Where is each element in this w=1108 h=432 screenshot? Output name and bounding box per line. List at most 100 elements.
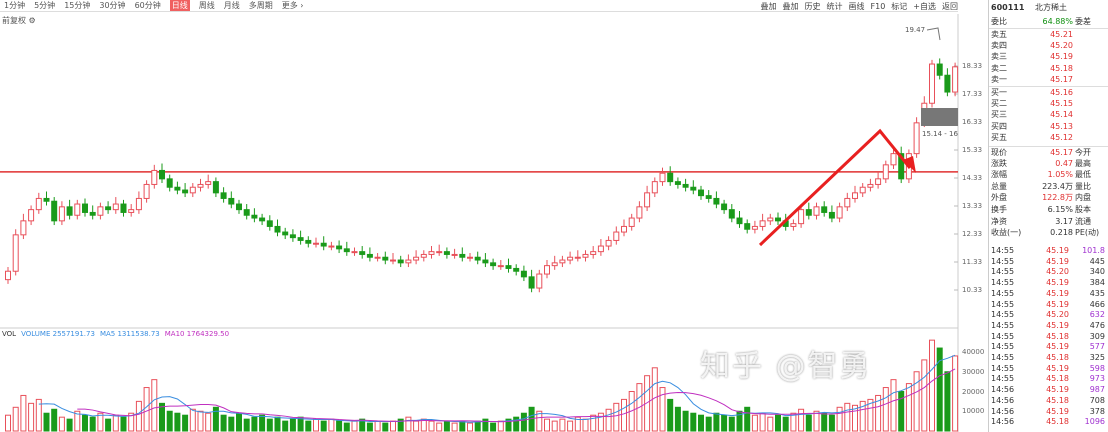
period-tab[interactable]: 1分钟 <box>4 1 26 10</box>
period-tab[interactable]: 60分钟 <box>134 1 161 10</box>
volume-bar <box>405 416 412 432</box>
candle <box>490 262 497 267</box>
trade-row: 14:56 45.19 987 <box>989 385 1108 395</box>
toolbar-button[interactable]: 历史 <box>804 1 821 11</box>
toolbar-button[interactable]: 叠加 <box>760 1 777 11</box>
quote-label-right: 最高 <box>1075 158 1091 168</box>
candle <box>35 197 42 211</box>
volume-bar <box>890 379 897 432</box>
quote-value: 45.17 <box>1050 75 1073 85</box>
quote-label-right: 股本 <box>1075 205 1091 214</box>
trade-price: 45.19 <box>1046 288 1069 298</box>
candle <box>651 181 658 194</box>
volume-bar <box>821 412 828 432</box>
period-tab[interactable]: 多周期 <box>248 1 273 10</box>
quote-label-right: 最低 <box>1075 170 1091 180</box>
trade-volume: 708 <box>1089 395 1105 405</box>
high-label: 19.47 <box>905 26 925 34</box>
candle <box>197 183 204 188</box>
quote-row: 卖一 45.17 <box>989 74 1108 85</box>
period-tab[interactable]: 更多 › <box>281 1 304 10</box>
volume-bar <box>936 347 943 432</box>
volume-bar <box>151 379 158 432</box>
quote-label: 买一 <box>991 88 1007 97</box>
candle <box>397 259 404 264</box>
vol-tick-label: 20000 <box>962 387 985 396</box>
quote-value: 45.16 <box>1050 88 1073 97</box>
volume-bar <box>74 410 81 432</box>
trade-row: 14:55 45.19 476 <box>989 321 1108 331</box>
quote-label: 总量 <box>991 181 1007 191</box>
period-tab[interactable]: 15分钟 <box>64 1 91 10</box>
volume-bar <box>374 420 381 432</box>
period-tab[interactable]: 周线 <box>198 1 215 10</box>
quote-value: 64.88% <box>1042 17 1073 26</box>
candle <box>705 195 712 199</box>
volume-bar <box>467 422 473 432</box>
candle <box>520 270 527 278</box>
candle <box>536 273 543 289</box>
trade-volume: 466 <box>1089 299 1105 309</box>
trade-time: 14:55 <box>991 278 1015 288</box>
period-tab[interactable]: 月线 <box>223 1 240 10</box>
toolbar-button[interactable]: 标记 <box>891 1 908 11</box>
trade-price: 45.19 <box>1046 320 1069 330</box>
candle <box>135 197 142 211</box>
volume-bar <box>536 410 543 432</box>
quote-label: 买五 <box>991 133 1007 143</box>
quote-label: 外盘 <box>991 193 1007 203</box>
candle <box>836 206 843 219</box>
volume-bar <box>97 412 104 432</box>
kline-chart: 15.14 - 16 19.47 <box>0 14 959 432</box>
quote-label: 卖一 <box>991 75 1007 85</box>
volume-bar <box>20 394 27 432</box>
gap-box <box>921 108 958 126</box>
toolbar-button[interactable]: 统计 <box>826 1 843 11</box>
quote-row: 涨跌 0.47 最高 <box>989 158 1108 169</box>
volume-bar <box>621 398 627 432</box>
trade-row: 14:56 45.19 378 <box>989 407 1108 417</box>
period-tab[interactable]: 30分钟 <box>99 1 126 10</box>
trade-volume: 632 <box>1089 310 1105 320</box>
candle <box>274 225 281 233</box>
candle <box>413 256 420 261</box>
trade-row: 14:55 45.19 445 <box>989 257 1108 267</box>
quote-value: 0.218 <box>1050 228 1073 238</box>
candle <box>166 178 173 188</box>
quote-row: 外盘 122.8万 内盘 <box>989 192 1108 203</box>
trade-row: 14:55 45.18 973 <box>989 374 1108 384</box>
candle <box>698 189 704 197</box>
toolbar-button[interactable]: +自选 <box>913 1 936 11</box>
volume-bar <box>266 418 273 432</box>
volume-bar <box>259 414 266 432</box>
period-tab[interactable]: 日线 <box>169 0 190 11</box>
volume-bar <box>644 375 651 432</box>
candle <box>220 192 227 199</box>
quote-row: 买五 45.12 <box>989 132 1108 143</box>
vol-legend-item: MA5 1311538.73 <box>99 330 160 338</box>
y-tick-label: 13.33 <box>962 202 983 210</box>
toolbar-button[interactable]: 画线 <box>848 1 865 11</box>
toolbar-button[interactable]: 叠加 <box>782 1 799 11</box>
period-tab[interactable]: 5分钟 <box>34 1 56 10</box>
candle <box>259 217 266 222</box>
candle <box>313 242 319 245</box>
trade-row: 14:55 45.19 466 <box>989 300 1108 310</box>
candle <box>451 253 458 256</box>
trade-row: 14:55 45.19 598 <box>989 364 1108 374</box>
volume-bar <box>189 408 196 432</box>
candle <box>821 206 828 213</box>
right-toolbar: 叠加 叠加 历史 统计 画线 F10 标记 +自选 返回 <box>761 0 958 12</box>
toolbar-button[interactable]: F10 <box>870 1 886 11</box>
volume-bar <box>51 408 58 432</box>
volume-bar <box>559 418 566 432</box>
volume-bar <box>243 418 250 432</box>
volume-bar <box>952 355 959 432</box>
quote-row: 委比 64.88% 委差 <box>989 16 1108 27</box>
trade-volume: 101.8 <box>1082 246 1105 255</box>
volume-bar <box>944 371 951 432</box>
y-tick-label: 18.33 <box>962 62 983 70</box>
quote-label-right: 量比 <box>1075 181 1091 191</box>
adjust-mode[interactable]: 前复权 ⚙ <box>2 16 36 25</box>
toolbar-button[interactable]: 返回 <box>942 1 958 11</box>
